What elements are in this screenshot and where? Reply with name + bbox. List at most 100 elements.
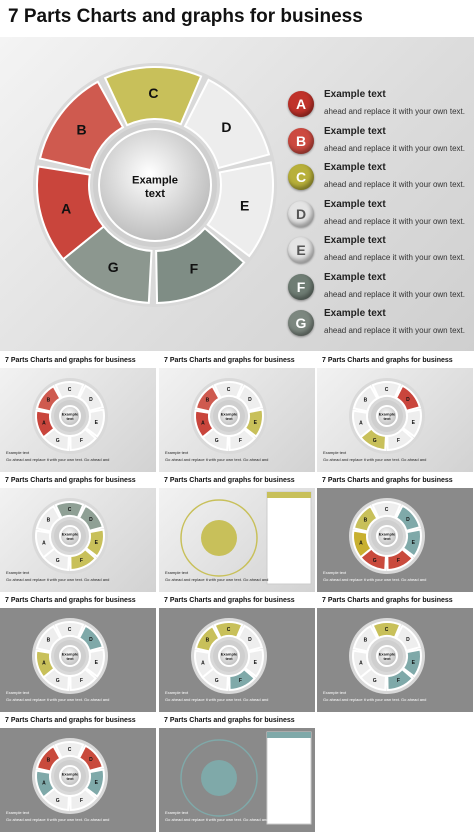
hub [59, 645, 81, 667]
legend-badge: E [288, 237, 314, 263]
segment-label-f: F [80, 558, 83, 564]
segment-label-c: C [385, 507, 389, 513]
segment-label-e: E [95, 660, 99, 666]
hub [59, 405, 81, 427]
thumbnail-title: 7 Parts Charts and graphs for business [5, 597, 136, 604]
wheel-segment-g [61, 225, 153, 304]
center-label-line2: text [145, 188, 165, 200]
thumbnail-title: 7 Parts Charts and graphs for business [164, 717, 295, 724]
wheel-segment-d [77, 744, 105, 773]
slide-thumbnail-4[interactable]: 7 Parts Charts and graphs for business A B… [0, 476, 156, 592]
segment-label-b: B [47, 398, 51, 404]
slide-thumbnail-5[interactable]: 7 Parts Charts and graphs for business Ex… [159, 476, 315, 592]
thumbnail-caption-desc: Go ahead and replace it with your own te… [6, 457, 110, 462]
segment-label-b: B [364, 518, 368, 524]
slide-thumbnail-9[interactable]: 7 Parts Charts and graphs for business A B… [317, 596, 473, 712]
wheel-segment-b [194, 624, 221, 653]
segment-label-g: G [373, 678, 377, 684]
legend-description: ahead and replace it with your own text. [324, 326, 465, 335]
slide-thumbnail-2[interactable]: 7 Parts Charts and graphs for business A B… [159, 356, 315, 472]
wheel-segment-b [352, 504, 379, 533]
thumbnail-header: 7 Parts Charts and graphs for business [0, 356, 156, 368]
thumbnail-caption-desc: Go ahead and replace it with your own te… [6, 577, 110, 582]
slide-thumbnail-8[interactable]: 7 Parts Charts and graphs for business A B… [159, 596, 315, 712]
wheel-segment-g [359, 427, 388, 452]
center-label-line2: text [66, 776, 74, 781]
wheel-segment-d [394, 504, 422, 533]
wheel-segment-f [69, 667, 98, 692]
center-label-line2: text [383, 416, 391, 421]
legend-title: Example text [324, 271, 386, 283]
wheel-segment-a [35, 409, 56, 439]
center-label-line1: Example [221, 411, 238, 416]
center-label-line1: Example [221, 651, 238, 656]
wheel-segment-g [359, 547, 388, 572]
thumbnail-header: 7 Parts Charts and graphs for business [159, 356, 315, 368]
segment-label-d: D [406, 637, 410, 643]
slide-thumbnail-7[interactable]: 7 Parts Charts and graphs for business A B… [0, 596, 156, 712]
segment-label-e: E [95, 540, 99, 546]
wheel-segment-c [54, 501, 85, 520]
wheel-segment-c [103, 66, 203, 127]
segment-label-b: B [364, 638, 368, 644]
segment-label-e: E [254, 420, 258, 426]
thumbnail-ring [180, 499, 258, 577]
thumbnail-caption: Example text [323, 690, 347, 695]
hub [376, 525, 398, 547]
slide-thumbnail-10[interactable]: 7 Parts Charts and graphs for business A B… [0, 716, 156, 832]
wheel-segment-b [35, 744, 62, 773]
slide-thumbnail-1[interactable]: 7 Parts Charts and graphs for business A B… [0, 356, 156, 472]
wheel-segment-c [54, 621, 85, 640]
wheel-segment-d [236, 624, 264, 653]
segment-label-c: C [68, 507, 72, 513]
thumbnail-caption: Example text [165, 570, 189, 575]
thumbnail-title: 7 Parts Charts and graphs for business [164, 597, 295, 604]
segment-label-g: G [373, 438, 377, 444]
segment-label-b: B [364, 398, 368, 404]
center-label-line2: text [66, 416, 74, 421]
segment-label-d: D [406, 517, 410, 523]
legend-badge: F [288, 273, 314, 300]
wheel-segment-e [401, 648, 422, 678]
thumbnail-caption-desc: Go ahead and replace it with your own te… [165, 697, 269, 702]
wheel-segment-a [36, 165, 106, 261]
segment-label-e: E [412, 420, 416, 426]
segment-label-f: F [397, 558, 400, 564]
wheel-segment-c [213, 381, 244, 400]
thumbnail-caption-desc: Go ahead and replace it with your own te… [6, 817, 110, 822]
thumbnail-caption-desc: Go ahead and replace it with your own te… [165, 457, 269, 462]
hub [218, 645, 240, 667]
hero-slide: A B C D E F G Example text A Example text ahead an… [0, 37, 474, 351]
thumbnail-hub [201, 760, 237, 796]
wheel-segment-b [35, 504, 62, 533]
slide-thumbnail-6[interactable]: 7 Parts Charts and graphs for business A B… [317, 476, 473, 592]
slide-thumbnail-3[interactable]: 7 Parts Charts and graphs for business A B… [317, 356, 473, 472]
segment-label-f: F [397, 438, 400, 444]
wheel-segment-b [352, 384, 379, 413]
segment-label-b: B [47, 758, 51, 764]
thumbnail-caption-desc: Go ahead and replace it with your own te… [323, 457, 427, 462]
legend-description: ahead and replace it with your own text. [324, 180, 465, 189]
segment-label-a: A [61, 201, 71, 217]
slide-thumbnail-11[interactable]: 7 Parts Charts and graphs for business Ex… [159, 716, 315, 832]
segment-label-c: C [68, 387, 72, 393]
legend-badge: C [288, 164, 314, 190]
legend-title: Example text [324, 89, 386, 100]
wheel-segment-b [194, 384, 221, 413]
legend-item-b: B Example text ahead and replace it with y… [288, 126, 474, 162]
segment-label-g: G [56, 678, 60, 684]
thumbnail-caption-desc: Go ahead and replace it with your own te… [323, 577, 427, 582]
center-label-line2: text [383, 656, 391, 661]
segment-label-d: D [89, 757, 93, 763]
thumbnail-title: 7 Parts Charts and graphs for business [5, 477, 136, 484]
wheel-segment-c [371, 381, 402, 400]
wheel-segment-f [69, 547, 98, 572]
thumbnail-caption-desc: Go ahead and replace it with your own te… [6, 697, 110, 702]
wheel-segment-d [394, 384, 422, 413]
wheel-segment-c [371, 501, 402, 520]
segment-label-d: D [221, 119, 231, 135]
thumbnail-caption-desc: Go ahead and replace it with your own te… [165, 577, 269, 582]
wheel-segment-a [35, 529, 56, 559]
